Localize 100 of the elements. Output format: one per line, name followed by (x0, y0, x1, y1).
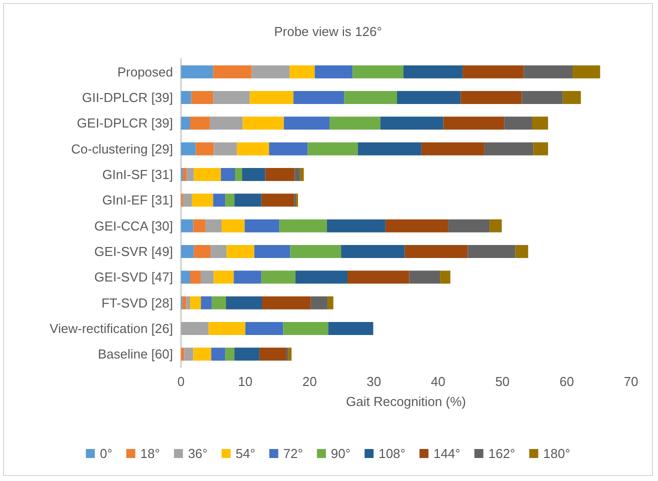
bar (205, 219, 222, 232)
x-tick-label: 0 (177, 374, 185, 389)
legend-label: 36° (188, 446, 208, 461)
bar (184, 348, 194, 361)
bar (279, 219, 327, 232)
bar (262, 296, 311, 310)
bar (515, 245, 528, 258)
y-tick-label: View-rectification [26] (50, 321, 173, 336)
y-tick-label: FT-SVD [28] (101, 295, 173, 310)
bar (186, 168, 194, 181)
x-tick-label: 30 (366, 374, 382, 389)
bar (290, 245, 342, 258)
bar (194, 168, 221, 181)
bar (213, 65, 252, 78)
y-tick-label: Proposed (117, 64, 173, 80)
bar (211, 348, 226, 361)
x-tick-label: 50 (495, 374, 510, 389)
bar (443, 116, 504, 130)
bar (182, 168, 187, 181)
bar (295, 270, 348, 284)
y-tick-label: GEI-SVR [49] (94, 244, 173, 259)
bar (181, 322, 209, 335)
legend-label: 54° (236, 446, 256, 461)
bar (462, 65, 524, 78)
bar (385, 219, 448, 232)
bar (250, 91, 294, 104)
bar (220, 168, 235, 181)
bar (210, 245, 227, 258)
bar (341, 245, 405, 258)
x-tick-label: 20 (302, 374, 317, 389)
bar (532, 116, 548, 130)
bar (208, 322, 246, 335)
bar (226, 245, 254, 258)
bar (200, 296, 212, 310)
bar (310, 296, 328, 310)
bar (181, 245, 194, 258)
bar (265, 168, 295, 181)
x-tick-label: 70 (624, 374, 638, 389)
bar (524, 65, 572, 78)
legend-label: 108° (378, 446, 406, 461)
bar (193, 348, 212, 361)
bar (235, 168, 242, 181)
bar (314, 65, 353, 78)
bar (460, 91, 522, 104)
bar (448, 219, 490, 232)
bar (283, 322, 328, 335)
bar (190, 116, 210, 130)
bar (182, 296, 186, 310)
bar (294, 168, 300, 181)
y-tick-label: GInI-EF [31] (102, 192, 173, 208)
chart-title: Probe view is 126° (274, 24, 382, 39)
bar (234, 348, 260, 361)
bar (192, 194, 214, 207)
bar (194, 245, 211, 258)
bar (261, 270, 296, 284)
bar (294, 91, 344, 104)
y-tick-label: Baseline [60] (98, 346, 173, 362)
bar (533, 142, 548, 156)
bar (254, 245, 290, 258)
bar (225, 194, 234, 207)
bar (572, 65, 600, 78)
legend-label: 180° (543, 446, 570, 461)
legend-label: 72° (283, 446, 303, 461)
bar (352, 65, 404, 78)
bar (300, 168, 304, 181)
legend-label: 90° (330, 446, 351, 461)
bar (344, 91, 397, 104)
bar (261, 194, 294, 207)
bar (404, 245, 468, 258)
bar (326, 219, 386, 232)
bar (213, 194, 226, 207)
bar (358, 142, 422, 156)
bar (242, 116, 284, 130)
bar (484, 142, 534, 156)
x-axis-title: Gait Recognition (%) (346, 394, 466, 409)
bar (214, 142, 237, 156)
bar (380, 116, 444, 130)
bar (181, 65, 214, 78)
bar (181, 116, 190, 130)
bar (328, 296, 334, 310)
bar (200, 270, 214, 284)
bar (181, 219, 194, 232)
y-tick-label: GEI-SVD [47] (94, 270, 173, 285)
bar (244, 219, 280, 232)
bar (212, 296, 226, 310)
bar (225, 348, 234, 361)
bar (245, 322, 284, 335)
bar (234, 194, 262, 207)
bar (403, 65, 463, 78)
bar (226, 296, 262, 310)
bar (490, 219, 502, 232)
bar (421, 142, 484, 156)
bar (330, 116, 380, 130)
bar (190, 296, 201, 310)
bar (191, 91, 214, 104)
x-tick-label: 60 (559, 374, 574, 389)
bar (348, 270, 410, 284)
bar (181, 142, 196, 156)
bar (236, 142, 270, 156)
x-tick-label: 40 (430, 374, 446, 389)
